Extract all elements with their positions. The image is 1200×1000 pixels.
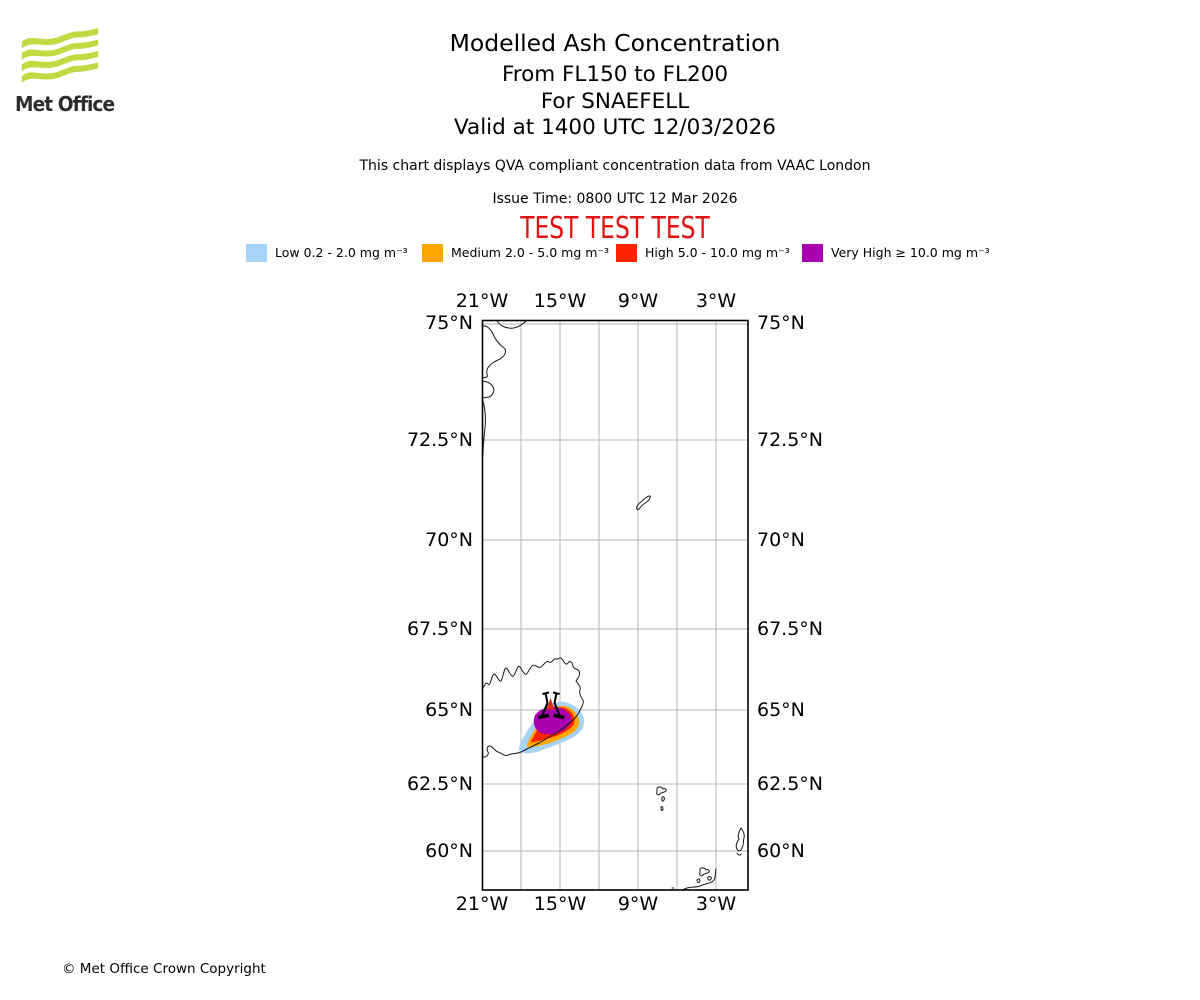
lat-tick-right: 75°N: [757, 312, 805, 334]
shetland-islands: [736, 852, 742, 856]
faroe-islands: [656, 786, 667, 796]
qva-description: This chart displays QVA compliant concen…: [359, 158, 871, 174]
lon-tick-top: 9°W: [617, 290, 659, 312]
lat-tick-left: 75°N: [425, 312, 473, 334]
met-office-wordmark: Met Office: [15, 92, 115, 116]
test-banner: TEST TEST TEST: [520, 211, 710, 246]
map-border: [481, 319, 749, 891]
legend-label-very-high: Very High ≥ 10.0 mg m⁻³: [831, 245, 990, 260]
orkney-islands: [707, 876, 712, 881]
legend-swatch-very-high: [802, 244, 823, 262]
lon-tick-bottom: 21°W: [455, 893, 509, 915]
issue-time: Issue Time: 0800 UTC 12 Mar 2026: [492, 191, 738, 207]
greenland-coastline: [482, 400, 486, 456]
crown-copyright: © Met Office Crown Copyright: [62, 961, 266, 977]
legend-label-high: High 5.0 - 10.0 mg m⁻³: [645, 245, 790, 260]
graticule-grid: [482, 320, 748, 890]
chart-header: Modelled Ash Concentration From FL150 to…: [315, 0, 915, 246]
volcano-icon: [538, 691, 565, 720]
legend-item-very-high: Very High ≥ 10.0 mg m⁻³: [802, 243, 990, 263]
lon-tick-top: 15°W: [533, 290, 587, 312]
lat-tick-right: 62.5°N: [757, 773, 824, 795]
lat-tick-right: 60°N: [757, 840, 805, 862]
legend-item-medium: Medium 2.0 - 5.0 mg m⁻³: [422, 243, 609, 263]
valid-time-subtitle: Valid at 1400 UTC 12/03/2026: [453, 115, 776, 140]
lat-tick-left: 62.5°N: [406, 773, 473, 795]
lon-tick-bottom: 3°W: [695, 893, 737, 915]
lat-tick-left: 70°N: [425, 529, 473, 551]
volcano-triangle: [546, 698, 555, 710]
legend-label-medium: Medium 2.0 - 5.0 mg m⁻³: [451, 245, 610, 260]
greenland-coastline: [481, 325, 506, 379]
greenland-coastline: [481, 380, 495, 399]
greenland-coastline: [496, 320, 527, 329]
faroe-islands: [660, 806, 664, 811]
lat-tick-left: 65°N: [425, 699, 473, 721]
lon-tick-top: 21°W: [455, 290, 509, 312]
lat-tick-right: 70°N: [757, 529, 805, 551]
lon-tick-top: 3°W: [695, 290, 737, 312]
legend-swatch-high: [616, 244, 637, 262]
lat-tick-left: 72.5°N: [406, 429, 473, 451]
legend-label-low: Low 0.2 - 2.0 mg m⁻³: [275, 245, 408, 260]
legend-item-low: Low 0.2 - 2.0 mg m⁻³: [246, 243, 408, 263]
flight-level-subtitle: From FL150 to FL200: [501, 62, 729, 87]
scotland-coastline: [682, 868, 717, 891]
orkney-islands: [696, 878, 701, 883]
ash-dispersion-map: [481, 319, 749, 891]
jan-mayen-island: [636, 495, 651, 511]
lon-tick-bottom: 15°W: [533, 893, 587, 915]
orkney-islands: [699, 867, 710, 877]
lat-tick-right: 67.5°N: [757, 618, 824, 640]
lat-tick-right: 72.5°N: [757, 429, 824, 451]
faroe-islands: [661, 796, 665, 802]
met-office-logo: Met Office: [15, 28, 135, 116]
page-title: Modelled Ash Concentration: [449, 29, 781, 57]
legend-swatch-medium: [422, 244, 443, 262]
legend-swatch-low: [246, 244, 267, 262]
met-office-waves-icon: [21, 28, 99, 83]
lat-tick-right: 65°N: [757, 699, 805, 721]
lat-tick-left: 60°N: [425, 840, 473, 862]
shetland-islands: [735, 827, 745, 852]
legend-item-high: High 5.0 - 10.0 mg m⁻³: [616, 243, 790, 263]
volcano-subtitle: For SNAEFELL: [540, 89, 690, 114]
lat-tick-left: 67.5°N: [406, 618, 473, 640]
lon-tick-bottom: 9°W: [617, 893, 659, 915]
iceland-coastline: [481, 657, 584, 758]
